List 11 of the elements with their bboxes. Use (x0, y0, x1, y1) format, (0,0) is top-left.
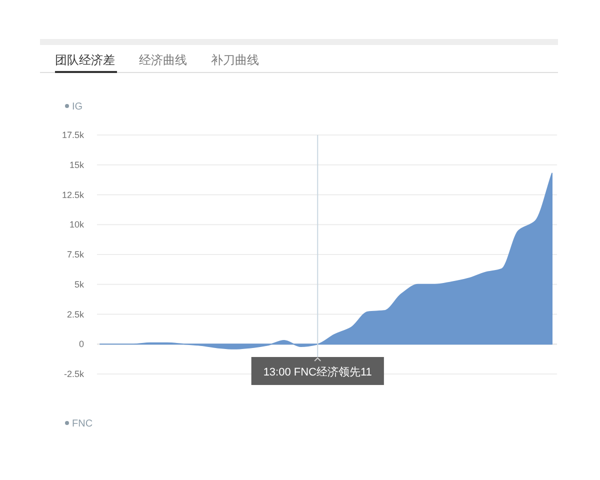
y-tick-label: 2.5k (66, 309, 84, 320)
y-tick-label: -2.5k (64, 369, 84, 379)
title: 团队经济差 (55, 53, 115, 67)
y-tick-label: 5k (74, 279, 84, 290)
y-tick-label: 7.5k (66, 250, 84, 260)
y-tick-label: 15k (69, 160, 84, 170)
y-tick-label: 17.5k (62, 130, 84, 140)
y-tick-label: 0 (78, 339, 84, 350)
y-tick-label: 12.5k (62, 190, 84, 200)
y-tick-label: 10k (69, 220, 84, 230)
tooltip-text: 13:00 FNC经济领先11 (263, 366, 372, 378)
